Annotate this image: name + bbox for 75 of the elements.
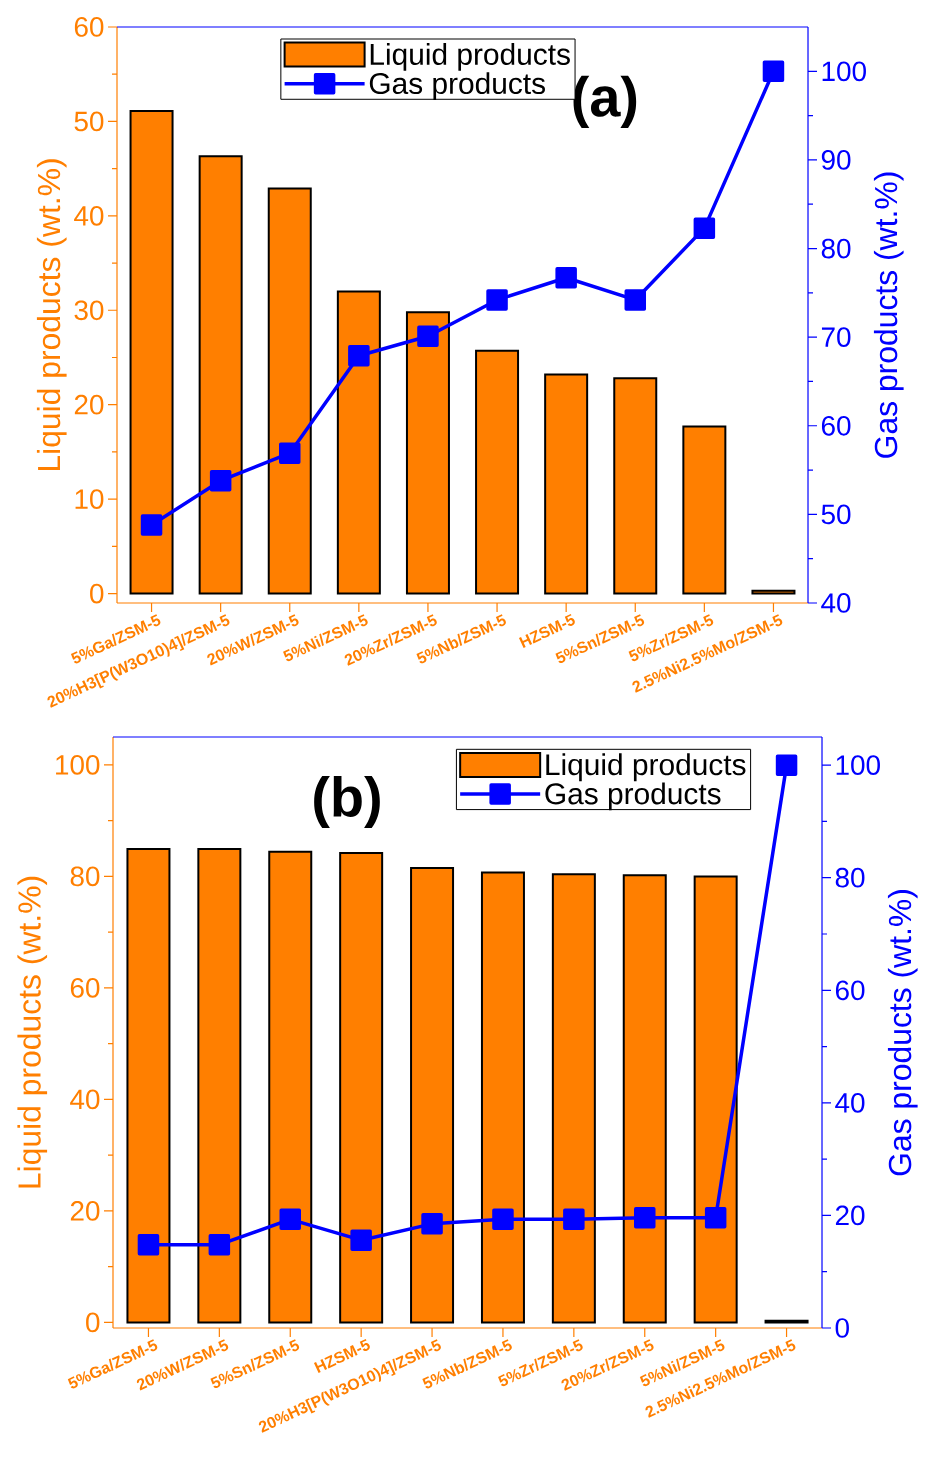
y2-tick-label: 50 <box>821 504 851 525</box>
point <box>417 325 439 348</box>
y2-tick-label: 60 <box>835 980 865 1001</box>
y-tick-label: 30 <box>74 300 104 321</box>
point <box>693 217 716 239</box>
annotation: (a) <box>573 75 637 128</box>
y-tick-label: 10 <box>75 489 104 509</box>
y-tick-label: 60 <box>74 17 104 37</box>
bar <box>551 873 596 1324</box>
y-axis-title: Liquid products (wt.%) <box>36 159 67 471</box>
bar <box>129 110 174 595</box>
y-tick-label: 80 <box>70 866 100 887</box>
point <box>555 267 577 289</box>
bar <box>693 875 738 1324</box>
bar <box>475 349 520 595</box>
point <box>486 289 508 311</box>
point <box>624 289 647 311</box>
y2-tick-label: 100 <box>822 61 866 82</box>
y2-tick-label: 70 <box>821 327 851 348</box>
bar <box>126 848 171 1324</box>
bar <box>405 311 450 595</box>
bar <box>197 848 242 1324</box>
legend-label: Liquid products <box>370 43 570 71</box>
y2-tick-label: 40 <box>835 1092 865 1113</box>
y-tick-label: 20 <box>74 394 104 415</box>
legend-label: Liquid products <box>546 753 746 782</box>
y-tick-label: 40 <box>70 1089 100 1110</box>
y-axis-title: Liquid products (wt.%) <box>17 876 48 1188</box>
point <box>492 1208 514 1231</box>
y2-tick-label: 20 <box>835 1205 865 1226</box>
legend-label: Gas products <box>369 72 545 100</box>
y2-tick-label: 90 <box>821 150 851 170</box>
bar <box>267 187 312 595</box>
y2-tick-label: 100 <box>836 755 880 775</box>
point <box>421 1213 443 1235</box>
annotation: (b) <box>314 775 380 829</box>
bar <box>622 874 667 1324</box>
y2-tick-label: 80 <box>821 238 851 259</box>
point <box>208 1233 231 1256</box>
y-tick-label: 20 <box>70 1201 100 1221</box>
bar <box>544 373 589 595</box>
y2-tick-label: 80 <box>835 867 865 888</box>
point <box>762 60 785 83</box>
y-tick-label: 0 <box>90 583 104 604</box>
bar <box>268 850 313 1324</box>
y2-axis-title: Gas products (wt.%) <box>887 890 918 1176</box>
y2-tick-label: 40 <box>821 593 851 613</box>
point <box>563 1208 585 1231</box>
point <box>634 1206 656 1229</box>
point <box>348 345 370 367</box>
point <box>279 442 301 464</box>
bar <box>751 589 796 595</box>
bar <box>410 867 455 1324</box>
bar <box>480 871 525 1324</box>
y-tick-label: 50 <box>74 111 104 132</box>
y-tick-label: 0 <box>86 1312 100 1333</box>
point <box>140 514 163 536</box>
y2-tick-label: 60 <box>821 415 851 436</box>
point <box>137 1233 160 1256</box>
y-tick-label: 40 <box>74 205 104 226</box>
bar <box>339 851 384 1324</box>
point <box>704 1206 727 1229</box>
legend-label: Gas products <box>545 782 721 811</box>
bar <box>336 290 381 595</box>
y2-tick-label: 0 <box>835 1318 849 1338</box>
point <box>279 1208 301 1231</box>
y2-axis-title: Gas products (wt.%) <box>873 172 904 458</box>
bar <box>682 425 727 595</box>
y-tick-label: 100 <box>56 755 100 775</box>
point <box>209 469 232 492</box>
bar <box>613 377 658 595</box>
bar <box>198 155 243 595</box>
y-tick-label: 60 <box>70 978 100 998</box>
point <box>775 754 798 776</box>
point <box>350 1229 372 1251</box>
